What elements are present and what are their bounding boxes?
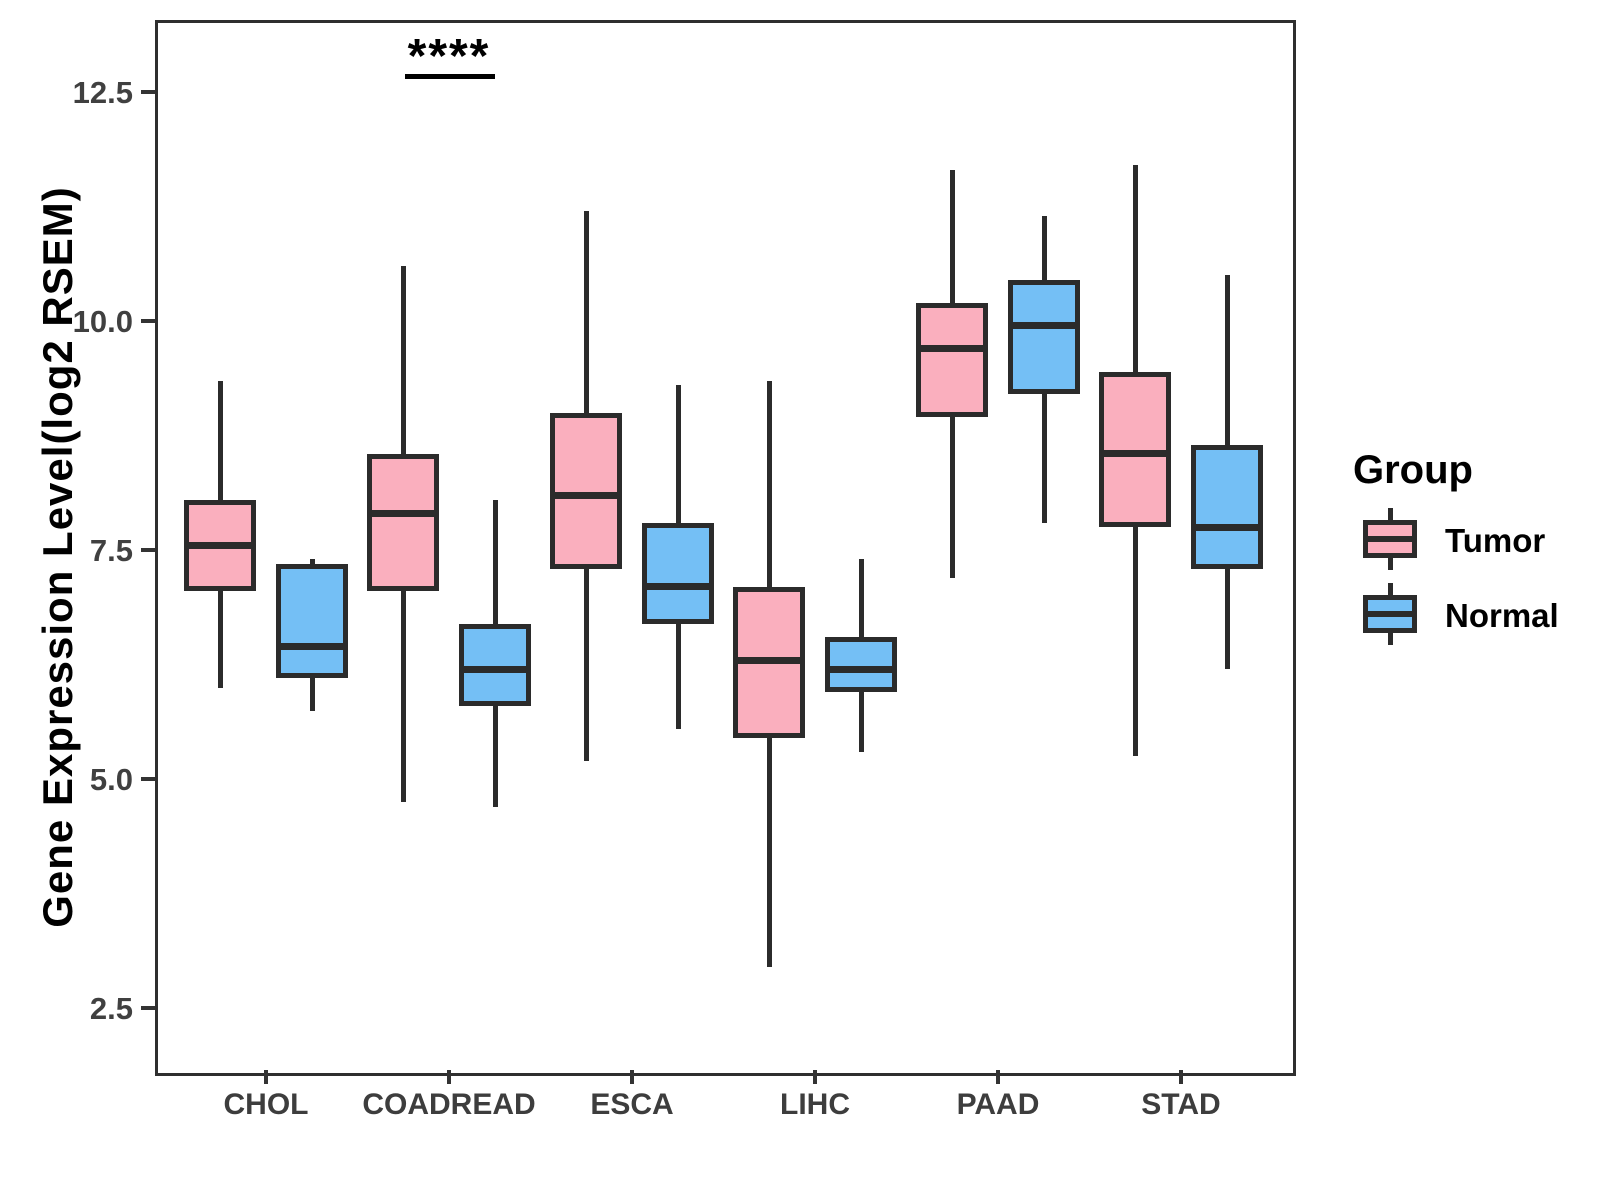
box-paad-tumor	[916, 302, 988, 418]
box-coadread-normal	[459, 623, 531, 706]
box-lihc-normal	[825, 637, 897, 693]
legend-key-whisker	[1387, 508, 1393, 520]
x-tick-mark	[996, 1070, 1000, 1084]
x-tick-mark	[264, 1070, 268, 1084]
x-tick-label-stad: STAD	[1141, 1088, 1221, 1121]
x-tick-label-lihc: LIHC	[780, 1088, 850, 1121]
y-tick-mark	[141, 319, 155, 324]
x-tick-mark	[1179, 1070, 1183, 1084]
median-lihc-tumor	[733, 656, 805, 664]
median-esca-tumor	[550, 491, 622, 499]
box-paad-normal	[1008, 279, 1080, 395]
box-stad-tumor	[1099, 371, 1171, 528]
legend-key-median	[1363, 611, 1417, 617]
y-tick-mark	[141, 777, 155, 782]
median-chol-tumor	[184, 542, 256, 550]
median-lihc-normal	[825, 665, 897, 673]
x-tick-mark	[447, 1070, 451, 1084]
y-tick-mark	[141, 548, 155, 553]
x-tick-mark	[813, 1070, 817, 1084]
y-tick-mark	[141, 90, 155, 94]
y-tick-label: 10.0	[72, 304, 133, 340]
plot-panel	[155, 20, 1296, 1076]
median-coadread-tumor	[367, 510, 439, 518]
box-coadread-tumor	[367, 453, 439, 592]
median-esca-normal	[642, 583, 714, 591]
y-tick-label: 12.5	[72, 75, 133, 110]
box-esca-normal	[642, 522, 714, 624]
legend-label-tumor: Tumor	[1445, 522, 1546, 559]
x-tick-mark	[630, 1070, 634, 1084]
x-tick-label-esca: ESCA	[590, 1088, 674, 1121]
legend-title: Group	[1353, 448, 1473, 492]
legend-key-whisker	[1387, 583, 1393, 595]
x-tick-label-chol: CHOL	[223, 1088, 309, 1121]
median-stad-normal	[1191, 523, 1263, 531]
median-paad-tumor	[916, 345, 988, 353]
legend-key-whisker	[1387, 633, 1393, 645]
legend-key-median	[1363, 536, 1417, 542]
y-tick-label: 2.5	[89, 991, 133, 1027]
legend-key-whisker	[1387, 558, 1393, 570]
median-chol-normal	[276, 642, 348, 650]
significance-bar	[405, 73, 495, 79]
box-stad-normal	[1191, 444, 1263, 569]
x-tick-label-coadread: COADREAD	[362, 1088, 536, 1121]
x-tick-label-paad: PAAD	[956, 1088, 1040, 1121]
box-chol-normal	[276, 563, 348, 679]
y-tick-mark	[141, 1006, 155, 1011]
median-coadread-normal	[459, 665, 531, 673]
median-paad-normal	[1008, 322, 1080, 330]
y-tick-label: 7.5	[89, 533, 133, 569]
y-tick-label: 5.0	[89, 762, 133, 798]
legend-label-normal: Normal	[1445, 597, 1559, 634]
median-stad-tumor	[1099, 450, 1171, 458]
box-esca-tumor	[550, 412, 622, 569]
